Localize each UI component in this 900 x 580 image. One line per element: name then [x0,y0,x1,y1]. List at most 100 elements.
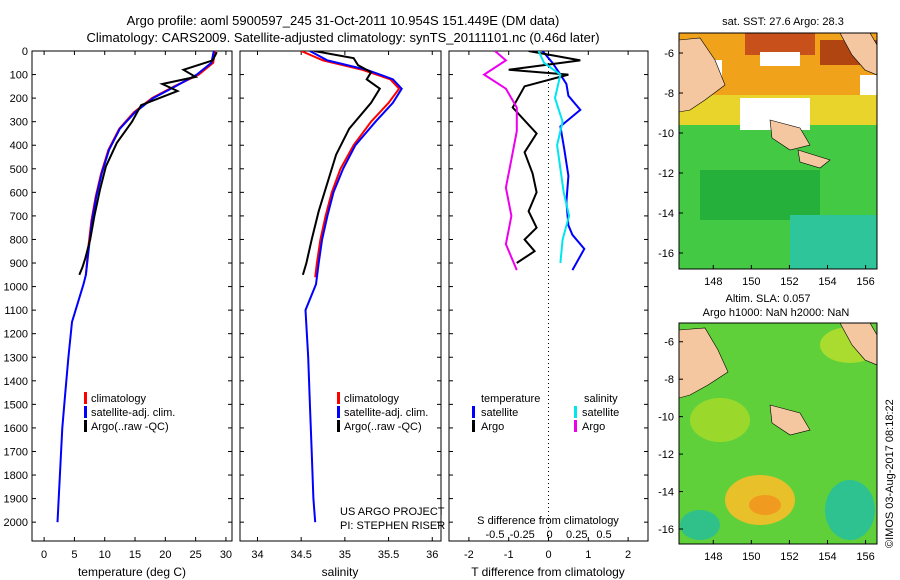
series-line-satellite-adj-clim- [304,51,403,523]
lat-tick-label: -6 [664,337,674,349]
lon-tick-label: 154 [818,551,836,563]
depth-tick-label: 1100 [4,305,28,317]
x-tick-label: 36 [426,549,438,561]
difference-legend: temperature salinity satellite Argo sate… [472,393,619,433]
legend-swatch-satellite [84,406,87,418]
sst-field [679,33,877,269]
legend-temperature-header: temperature [481,393,540,405]
x-tick-label: 34.5 [290,549,311,561]
lat-tick-label: -8 [664,88,674,100]
lat-tick-label: -12 [658,168,674,180]
lat-tick-label: -8 [664,374,674,386]
sst-map-title: sat. SST: 27.6 Argo: 28.3 [722,16,844,28]
lon-tick-label: 150 [742,276,760,288]
s-diff-tick-label: -0.5 [486,529,505,541]
figure-title-line1: Argo profile: aoml 5900597_245 31-Oct-20… [127,13,560,28]
lon-tick-label: 150 [742,551,760,563]
x-tick-label: 20 [159,549,171,561]
x-tick-label: 1 [585,549,591,561]
legend-label-s-satellite: satellite [582,407,619,419]
s-difference-label: S difference from climatology [477,515,619,527]
x-tick-label: 5 [71,549,77,561]
depth-tick-label: 100 [10,70,28,82]
depth-tick-label: 1700 [4,446,28,458]
legend-salinity-header: salinity [584,393,618,405]
legend-label-climatology: climatology [344,393,400,405]
sla-low [680,510,720,540]
x-tick-label: 25 [190,549,202,561]
legend-swatch-climatology [337,392,340,404]
legend-swatch-argo [337,420,340,432]
sst-hot-spot [745,33,815,55]
series-line-s-argo [482,51,518,271]
s-diff-tick-label: 0 [546,529,552,541]
depth-tick-label: 1000 [4,282,28,294]
depth-ticks: 0 100 200 300 400 500 600 700 800 900 1000 1100 1200… [4,46,232,529]
depth-tick-label: 0 [22,46,28,58]
lat-tick-label: -6 [664,48,674,60]
sla-map-title-line2: Argo h1000: NaN h2000: NaN [703,307,850,319]
lat-tick-label: -14 [658,487,674,499]
x-tick-label: 35.5 [378,549,399,561]
series-line-argo-raw-qc- [301,51,382,276]
difference-depth-ticks [449,50,648,523]
x-tick-label: 15 [129,549,141,561]
x-tick-label: -1 [504,549,514,561]
salinity-xlabel: salinity [322,565,359,579]
series-line-climatology [300,51,401,278]
temperature-panel: 0100200300400500600700800900100011001200… [4,46,233,579]
sst-map-frame [678,32,878,270]
salinity-ticks: 34 34.5 35 35.5 36 [251,51,438,561]
land-new-guinea [679,327,729,399]
depth-tick-label: 1600 [4,423,28,435]
sla-low [825,480,875,540]
credit-line1: US ARGO PROJECT [340,506,445,518]
depth-tick-label: 1200 [4,329,28,341]
salinity-panel: 34 34.5 35 35.5 36 salinity climatology sate… [239,50,445,579]
legend-label-satellite: satellite-adj. clim. [91,407,175,419]
land-new-guinea [679,37,726,113]
lat-tick-label: -12 [658,449,674,461]
sla-map-title-line1: Altim. SLA: 0.057 [726,293,811,305]
series-line-s-satellite [537,51,571,264]
temperature-profiles [56,51,218,523]
salinity-profiles [300,51,403,523]
lon-tick-label: 156 [856,551,874,563]
depth-tick-label: 1900 [4,494,28,506]
depth-tick-label: 300 [10,117,28,129]
land-new-britain [839,323,877,366]
lat-tick-label: -16 [658,524,674,536]
sla-map-ticks: 148 150 152 154 156 -6 -8 -10 -12 -14 -16 [658,337,875,563]
sst-map-ticks: 148 150 152 154 156 -6 -8 -10 -12 -14 -16 [658,48,875,288]
legend-swatch-s-argo [574,420,577,432]
legend-swatch-t-argo [472,420,475,432]
x-tick-label: 30 [220,549,232,561]
s-diff-tick-label: -0.25 [510,529,535,541]
x-tick-label: -2 [464,549,474,561]
salinity-legend: climatology satellite-adj. clim. Argo(..… [337,392,428,433]
salinity-depth-ticks [240,50,441,523]
x-tick-label: 0 [545,549,551,561]
depth-tick-label: 800 [10,234,28,246]
difference-panel: -2 -1 0 1 2 -0.5 -0.25 0 0.25 0.5 S difference f… [448,50,649,579]
depth-tick-label: 2000 [4,517,28,529]
sla-map: Altim. SLA: 0.057 Argo h1000: NaN h2000:… [658,293,878,563]
lon-tick-label: 152 [780,551,798,563]
figure-title-line2: Climatology: CARS2009. Satellite-adjuste… [86,30,599,45]
t-difference-ticks: -2 -1 0 1 2 [464,51,631,561]
lat-tick-label: -10 [658,128,674,140]
legend-label-argo: Argo(..raw -QC) [91,421,169,433]
depth-tick-label: 200 [10,93,28,105]
imos-stamp: ©IMOS 03-Aug-2017 08:18:22 [884,399,896,548]
t-difference-label: T difference from climatology [471,565,625,579]
difference-profiles [482,51,586,271]
s-diff-tick-label: 0.5 [596,529,611,541]
sst-dark-green [700,170,820,220]
depth-tick-label: 400 [10,140,28,152]
temperature-legend: climatology satellite-adj. clim. Argo(..… [84,392,175,433]
legend-swatch-s-satellite [574,406,577,418]
legend-label-argo: Argo(..raw -QC) [344,421,422,433]
land-new-britain [839,33,877,76]
sla-field [679,323,877,544]
